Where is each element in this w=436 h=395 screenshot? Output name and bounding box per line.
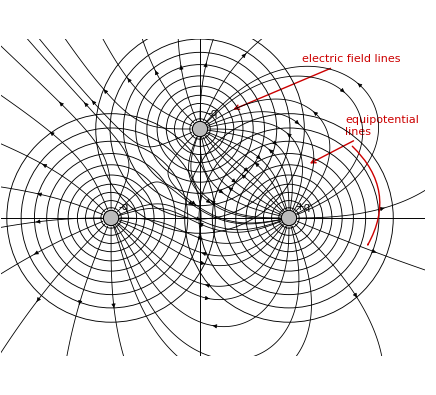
Text: -q: -q	[207, 108, 218, 118]
Circle shape	[192, 121, 208, 137]
Text: equipotential
lines: equipotential lines	[311, 115, 419, 163]
Circle shape	[103, 210, 119, 226]
Text: +q: +q	[296, 202, 311, 212]
Text: electric field lines: electric field lines	[235, 55, 401, 109]
FancyArrowPatch shape	[352, 146, 380, 245]
Text: -q: -q	[118, 202, 129, 212]
Circle shape	[281, 210, 296, 226]
